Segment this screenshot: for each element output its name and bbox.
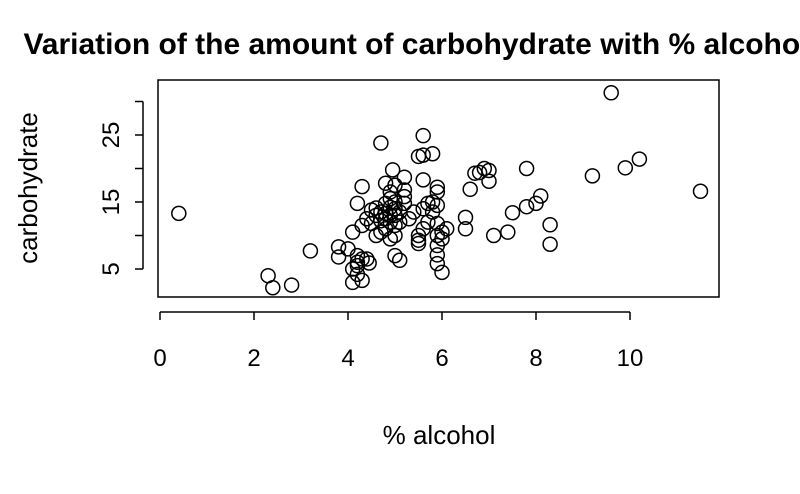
data-point (384, 162, 401, 178)
x-axis: 0 2 4 6 8 10 (153, 311, 644, 372)
data-point (359, 251, 375, 267)
data-point (429, 179, 446, 196)
data-point (500, 224, 516, 240)
data-point (457, 221, 474, 237)
data-point (617, 160, 634, 176)
data-point (518, 160, 535, 177)
data-point (410, 148, 427, 165)
x-tick-label: 0 (153, 345, 166, 372)
data-point (387, 194, 403, 210)
data-point (406, 204, 422, 220)
plot-frame (157, 79, 720, 298)
data-point (344, 224, 361, 240)
data-point (373, 135, 389, 151)
data-point (481, 162, 497, 179)
data-point (420, 214, 436, 230)
x-tick-label: 8 (529, 345, 542, 372)
data-point (349, 195, 366, 212)
x-tick-label: 4 (341, 345, 354, 372)
data-point (631, 151, 648, 167)
data-point (265, 280, 281, 296)
data-point (391, 252, 408, 269)
data-point (485, 227, 502, 244)
y-tick-label: 5 (98, 262, 125, 275)
data-point (387, 217, 403, 234)
data-point (481, 173, 497, 189)
data-point (424, 194, 441, 210)
data-point (438, 221, 455, 237)
data-point (387, 200, 403, 217)
data-point (330, 249, 347, 265)
data-point (354, 272, 370, 289)
data-point (391, 214, 408, 230)
chart-title: Variation of the amount of carbohydrate … (23, 28, 800, 61)
y-axis: 5 15 25 (98, 100, 144, 276)
data-point (429, 184, 446, 200)
data-point (584, 168, 601, 184)
data-point (396, 188, 413, 205)
data-point (387, 227, 403, 244)
data-point (354, 178, 370, 195)
data-point (396, 182, 413, 198)
data-point (368, 227, 384, 244)
data-point (434, 264, 450, 281)
data-point (382, 231, 399, 247)
data-point (532, 188, 549, 204)
data-point (415, 147, 431, 163)
data-point (504, 204, 521, 221)
data-point (429, 255, 446, 272)
data-point (542, 236, 558, 252)
data-point (387, 247, 403, 264)
data-point (387, 177, 403, 193)
data-point (349, 247, 366, 264)
y-tick-label: 25 (98, 122, 125, 149)
data-point (471, 164, 488, 181)
x-axis-label: % alcohol (383, 420, 496, 450)
data-point (415, 172, 431, 188)
data-point (302, 243, 319, 259)
x-tick-label: 6 (435, 345, 448, 372)
data-point (424, 146, 441, 162)
data-point (434, 224, 450, 240)
data-point (396, 169, 413, 185)
data-point (434, 231, 450, 247)
data-point (377, 175, 394, 191)
data-point (415, 127, 431, 144)
x-tick-label: 10 (617, 345, 644, 372)
x-tick-label: 2 (247, 345, 260, 372)
data-point (410, 235, 427, 252)
y-tick-label: 15 (98, 189, 125, 216)
y-axis-label: carbohydrate (13, 112, 43, 264)
data-point (692, 183, 709, 200)
data-point (340, 241, 356, 257)
data-point (429, 247, 446, 263)
data-point (349, 254, 366, 271)
data-point (171, 205, 187, 222)
data-point (457, 209, 474, 226)
data-point (429, 215, 446, 232)
data-point (283, 277, 300, 293)
data-point (518, 198, 535, 215)
data-point (361, 255, 377, 271)
data-point (330, 239, 347, 255)
data-point (462, 181, 478, 198)
data-point (603, 85, 619, 101)
data-point (542, 217, 558, 233)
data-point (344, 274, 361, 291)
data-points (171, 85, 709, 296)
